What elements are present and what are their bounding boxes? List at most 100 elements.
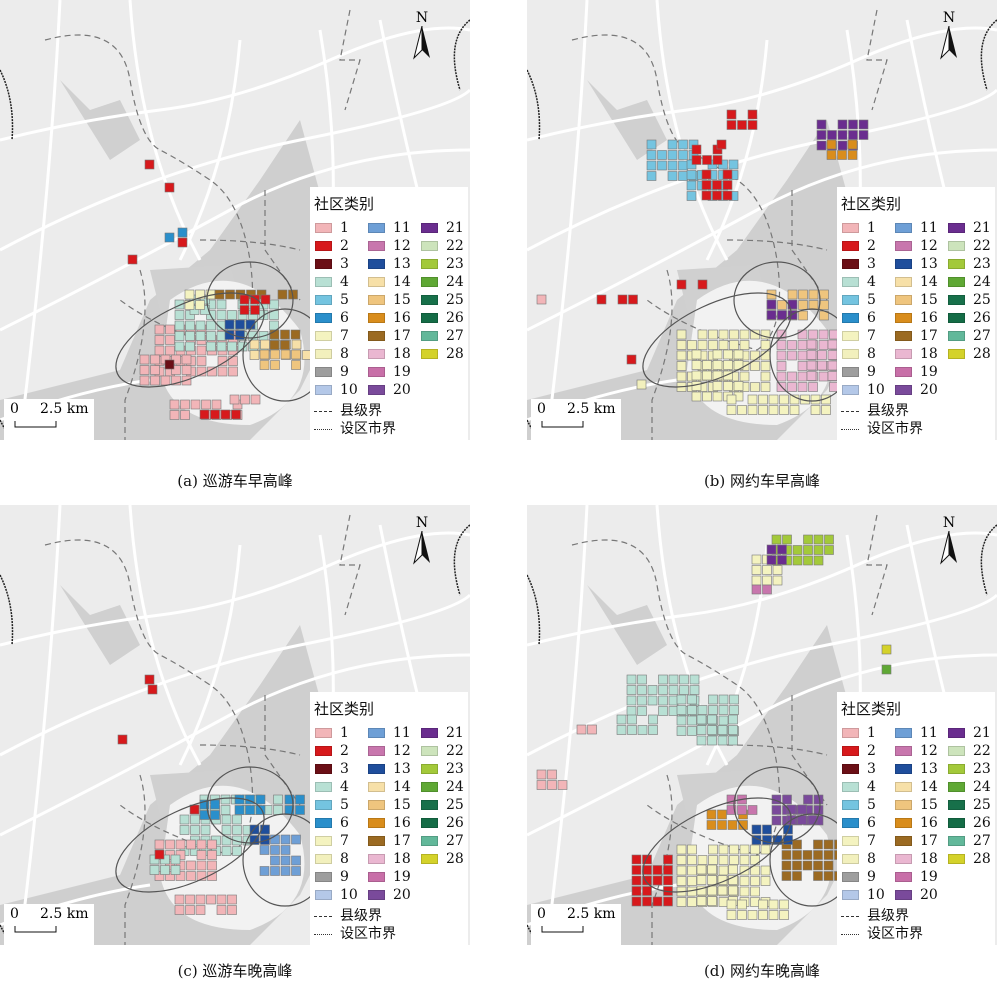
legend-swatch <box>315 890 332 900</box>
community-cell <box>718 865 729 876</box>
community-cell <box>727 820 738 830</box>
legend-item-3: 3 <box>842 760 876 778</box>
legend-item-15: 15 <box>368 291 411 309</box>
legend-item-8: 8 <box>315 345 349 363</box>
community-cell <box>737 805 747 815</box>
legend-label: 12 <box>920 743 938 759</box>
community-cell <box>658 695 668 706</box>
community-cell <box>806 350 817 360</box>
community-cell <box>813 839 823 850</box>
community-cell <box>779 899 789 910</box>
legend-swatch <box>315 746 332 756</box>
legend-item-19: 19 <box>368 868 411 886</box>
community-cell <box>739 855 750 865</box>
legend-item-27: 27 <box>421 327 464 345</box>
community-cell <box>717 735 728 746</box>
community-cell <box>169 410 180 420</box>
legend-item-17: 17 <box>368 832 411 850</box>
community-cell <box>646 139 657 150</box>
community-cell <box>678 171 688 181</box>
community-cell <box>751 565 762 575</box>
community-cell <box>657 160 667 171</box>
community-cell <box>249 824 260 835</box>
community-cell <box>576 724 587 735</box>
community-cell <box>184 289 195 300</box>
community-cell <box>175 871 186 881</box>
community-cell <box>250 394 261 405</box>
community-cell <box>270 349 280 360</box>
base-map <box>527 505 997 945</box>
community-cell <box>803 794 813 805</box>
community-cell <box>536 294 547 305</box>
legend-label: 6 <box>340 310 349 326</box>
legend-swatch <box>368 764 385 774</box>
legend-item-15: 15 <box>895 796 938 814</box>
legend-item-10: 10 <box>842 886 885 904</box>
legend-swatch <box>895 331 912 341</box>
community-cell <box>280 845 291 855</box>
community-cell <box>687 865 697 876</box>
map-panel: N 0 2.5 km 社区类别 1 2 3 4 5 6 7 8 9 10 11 12 13 14 15 16 17 18 1… <box>0 505 470 945</box>
community-cell <box>269 340 280 350</box>
community-cell <box>196 356 207 366</box>
community-cell <box>637 685 647 695</box>
community-cell <box>817 360 827 371</box>
community-cell <box>779 394 789 405</box>
community-cell <box>147 684 158 695</box>
community-cell <box>174 894 185 905</box>
community-cell <box>728 875 738 885</box>
community-cell <box>751 824 762 835</box>
community-cell <box>667 139 678 150</box>
legend-item-1: 1 <box>315 724 349 742</box>
community-cell <box>739 844 750 855</box>
legend-swatch <box>895 223 912 233</box>
legend-swatch <box>895 728 912 738</box>
legend-label: 23 <box>446 256 464 272</box>
legend-swatch <box>315 331 332 341</box>
community-cell <box>174 331 185 341</box>
community-cell <box>726 109 737 120</box>
legend-item-18: 18 <box>368 850 411 868</box>
community-cell <box>696 885 707 896</box>
community-cell <box>751 584 762 595</box>
community-cell <box>626 674 637 685</box>
legend-item-4: 4 <box>315 273 349 291</box>
community-cell <box>783 824 793 835</box>
dotted-line-icon <box>841 933 859 935</box>
community-cell <box>747 109 758 120</box>
community-cell <box>718 844 729 855</box>
legend-item-12: 12 <box>368 742 411 760</box>
legend-item-16: 16 <box>368 814 411 832</box>
scale-bar: 0 2.5 km <box>4 399 94 440</box>
community-cell <box>702 360 712 370</box>
legend-swatch <box>842 385 859 395</box>
community-cell <box>806 339 817 350</box>
community-cell <box>227 341 237 352</box>
legend-swatch <box>842 800 859 810</box>
legend-item-20: 20 <box>368 886 411 904</box>
legend-swatch <box>895 385 912 395</box>
legend-label: 25 <box>973 797 991 813</box>
community-cell <box>723 349 733 360</box>
community-cell <box>269 320 279 331</box>
legend-swatch <box>315 313 332 323</box>
legend-item-18: 18 <box>368 345 411 363</box>
community-cell <box>813 860 823 871</box>
community-cell <box>160 854 170 865</box>
legend-label: 22 <box>973 238 991 254</box>
community-cell <box>824 545 834 555</box>
community-cell <box>766 299 777 310</box>
legend-item-24: 24 <box>421 778 464 796</box>
community-cell <box>781 860 792 871</box>
legend-label: 27 <box>446 328 464 344</box>
community-cell <box>174 320 185 331</box>
community-cell <box>259 845 270 855</box>
legend-item-28: 28 <box>421 850 464 868</box>
community-cell <box>260 835 270 845</box>
community-cell <box>881 664 892 675</box>
community-cell <box>277 289 288 300</box>
legend-label: 11 <box>393 220 411 236</box>
legend-label: 20 <box>393 887 411 903</box>
community-cell <box>676 279 687 290</box>
legend-item-11: 11 <box>895 219 938 237</box>
